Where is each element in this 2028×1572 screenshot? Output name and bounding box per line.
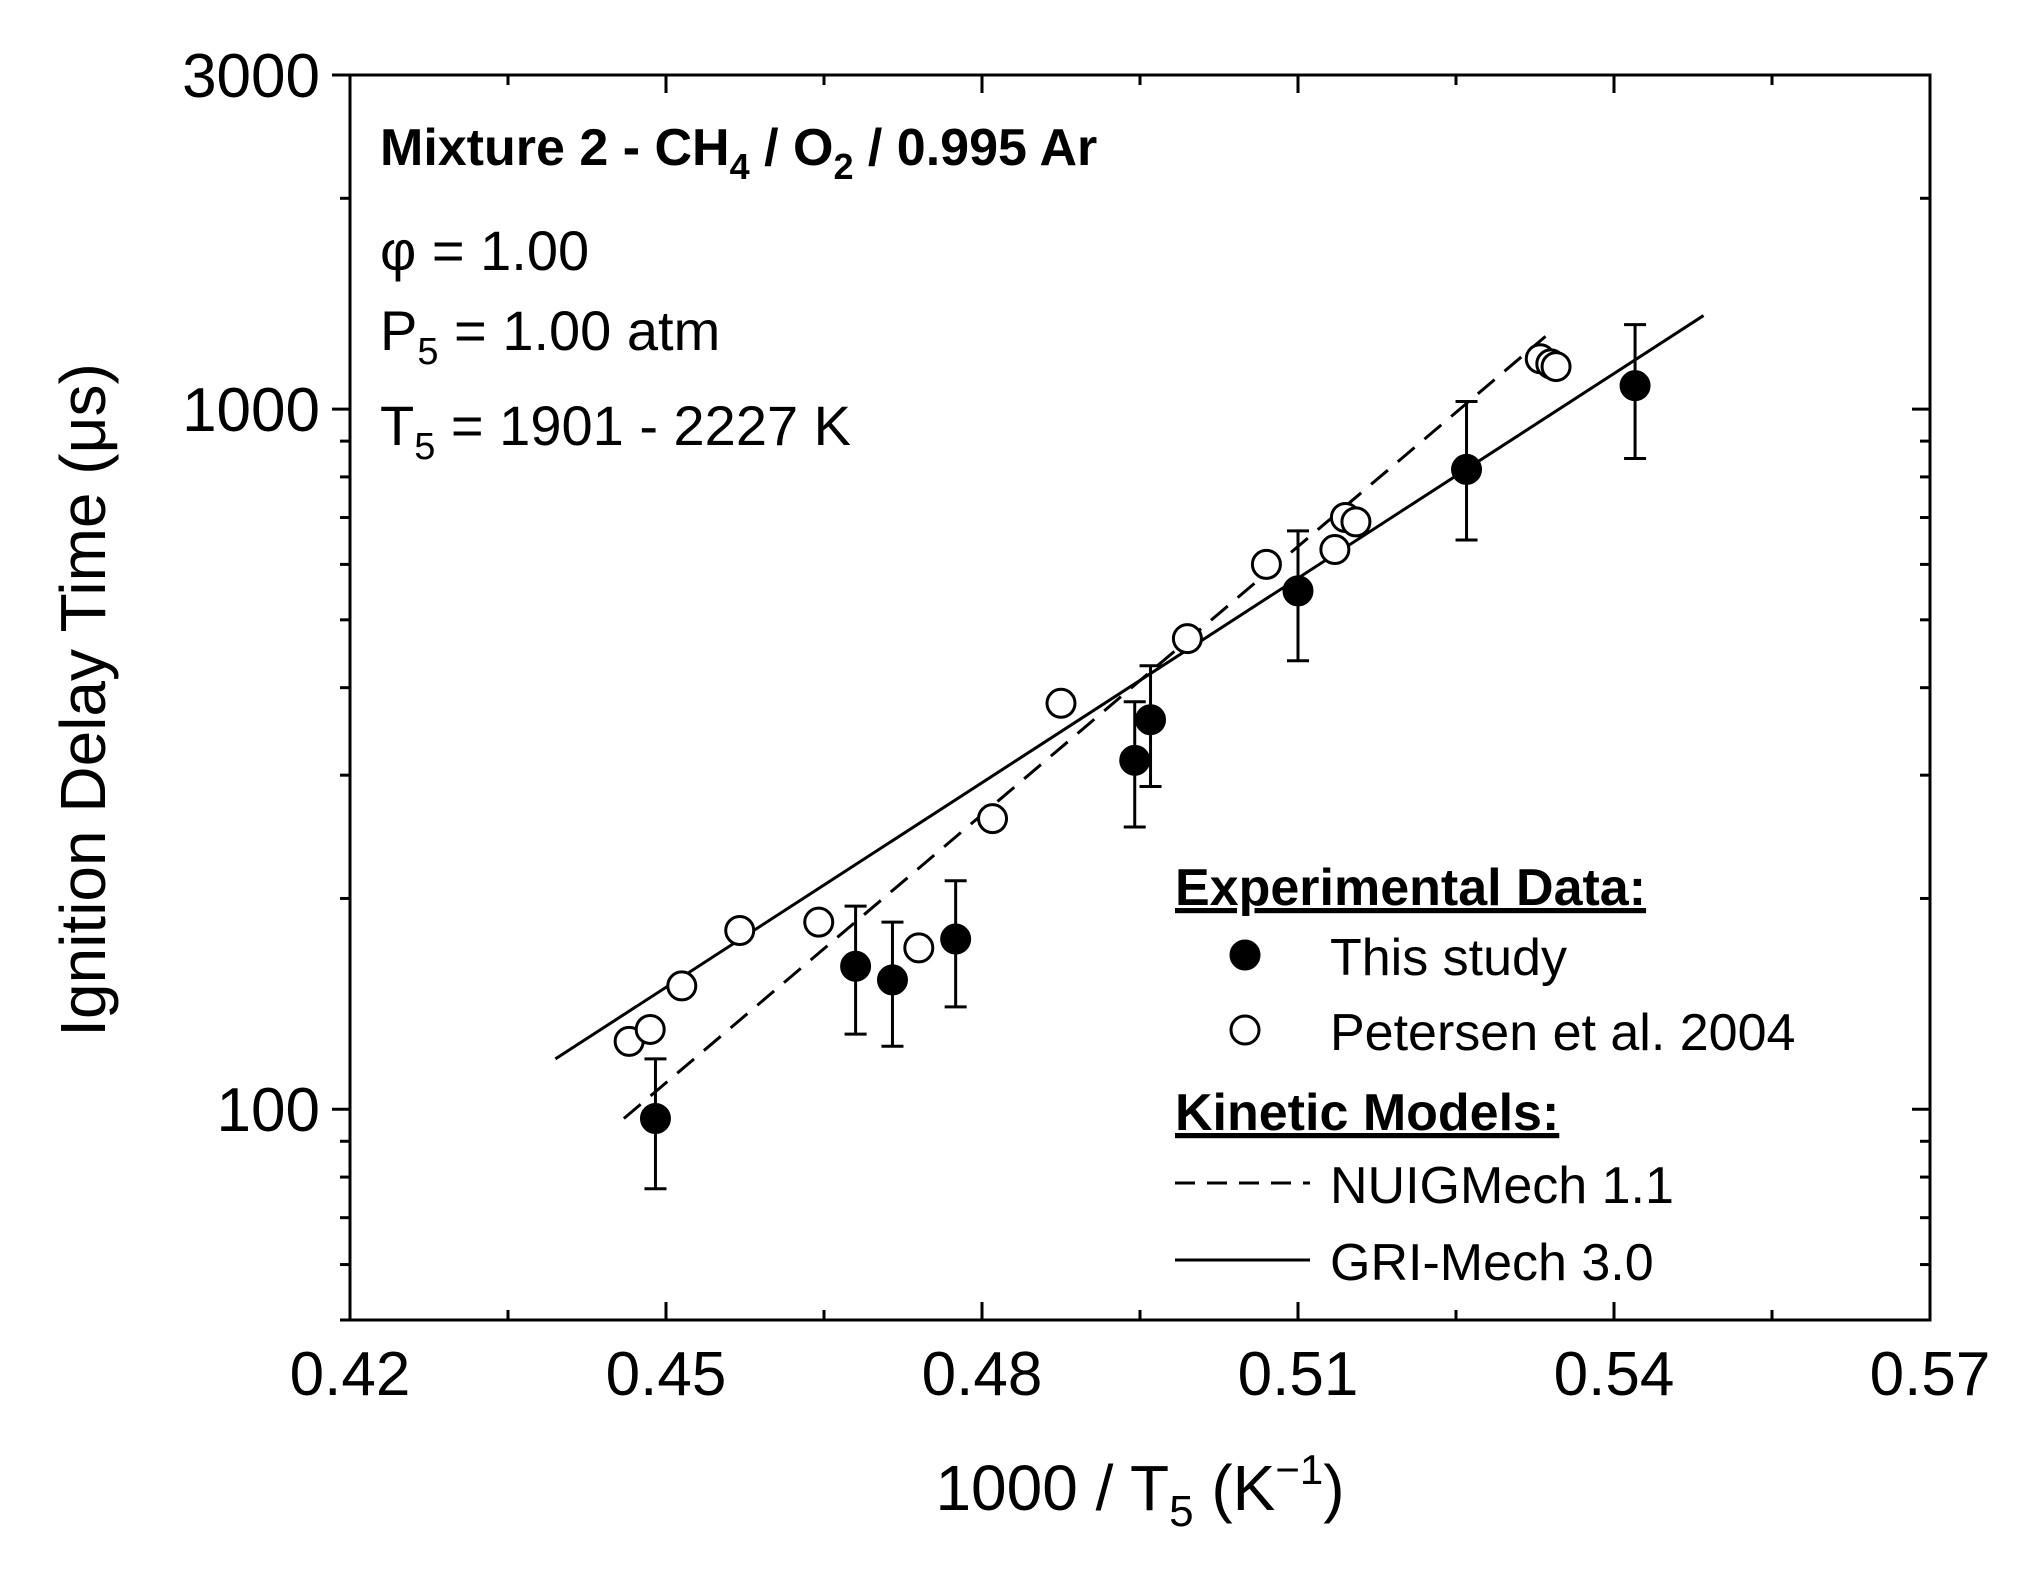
- legend: Experimental Data: This study Petersen e…: [1175, 859, 1795, 1292]
- legend-header-experimental: Experimental Data:: [1175, 859, 1646, 917]
- annotation-temperature: T5 = 1901 - 2227 K: [380, 394, 851, 468]
- x-tick-label: 0.51: [1238, 1340, 1359, 1409]
- data-point-this-study: [1619, 370, 1651, 402]
- data-point-this-study: [1282, 575, 1314, 607]
- data-point-petersen-2004: [724, 914, 756, 946]
- data-point-petersen-2004: [634, 1013, 666, 1045]
- data-point-petersen-2004: [1171, 623, 1203, 655]
- annotation-phi: φ = 1.00: [380, 219, 589, 282]
- data-point-this-study: [1135, 704, 1167, 736]
- data-point-this-study: [876, 964, 908, 996]
- axis-tick-labels: 0.42 0.45 0.48 0.51 0.54 0.57 100 1000 3000: [182, 42, 1990, 1409]
- data-point-petersen-2004: [1045, 687, 1077, 719]
- y-tick-label: 100: [217, 1076, 320, 1145]
- legend-label-this-study: This study: [1330, 929, 1567, 987]
- legend-label-grimech: GRI-Mech 3.0: [1330, 1234, 1654, 1292]
- x-tick-label: 0.57: [1870, 1340, 1991, 1409]
- axis-ticks: [332, 73, 1932, 1322]
- data-point-petersen-2004: [666, 970, 698, 1002]
- data-point-petersen-2004: [1540, 351, 1572, 383]
- data-markers: [613, 343, 1651, 1134]
- data-point-this-study: [940, 923, 972, 955]
- data-point-this-study: [840, 950, 872, 982]
- model-line-nuigmech-1-1: [622, 335, 1547, 1120]
- y-tick-label: 3000: [182, 42, 320, 111]
- y-axis-title: Ignition Delay Time (μs): [47, 363, 119, 1037]
- legend-label-petersen: Petersen et al. 2004: [1330, 1004, 1795, 1062]
- legend-marker-this-study: [1229, 939, 1261, 971]
- data-point-petersen-2004: [977, 803, 1009, 835]
- x-axis-title: 1000 / T5 (K−1): [935, 1446, 1344, 1536]
- x-tick-label: 0.45: [606, 1340, 727, 1409]
- data-point-petersen-2004: [1319, 534, 1351, 566]
- data-point-petersen-2004: [1340, 506, 1372, 538]
- data-point-petersen-2004: [903, 932, 935, 964]
- legend-marker-petersen: [1229, 1014, 1261, 1046]
- y-tick-label: 1000: [182, 376, 320, 445]
- legend-header-models: Kinetic Models:: [1175, 1084, 1559, 1142]
- legend-label-nuigmech: NUIGMech 1.1: [1330, 1157, 1674, 1215]
- data-point-petersen-2004: [803, 906, 835, 938]
- x-tick-label: 0.42: [290, 1340, 411, 1409]
- x-tick-label: 0.48: [922, 1340, 1043, 1409]
- data-point-this-study: [1119, 744, 1151, 776]
- annotation-pressure: P5 = 1.00 atm: [380, 299, 720, 373]
- annotation-mixture: Mixture 2 - CH4 / O2 / 0.995 Ar: [380, 119, 1097, 187]
- x-tick-label: 0.54: [1554, 1340, 1675, 1409]
- data-point-this-study: [1451, 453, 1483, 485]
- data-point-this-study: [639, 1102, 671, 1134]
- data-point-petersen-2004: [1250, 548, 1282, 580]
